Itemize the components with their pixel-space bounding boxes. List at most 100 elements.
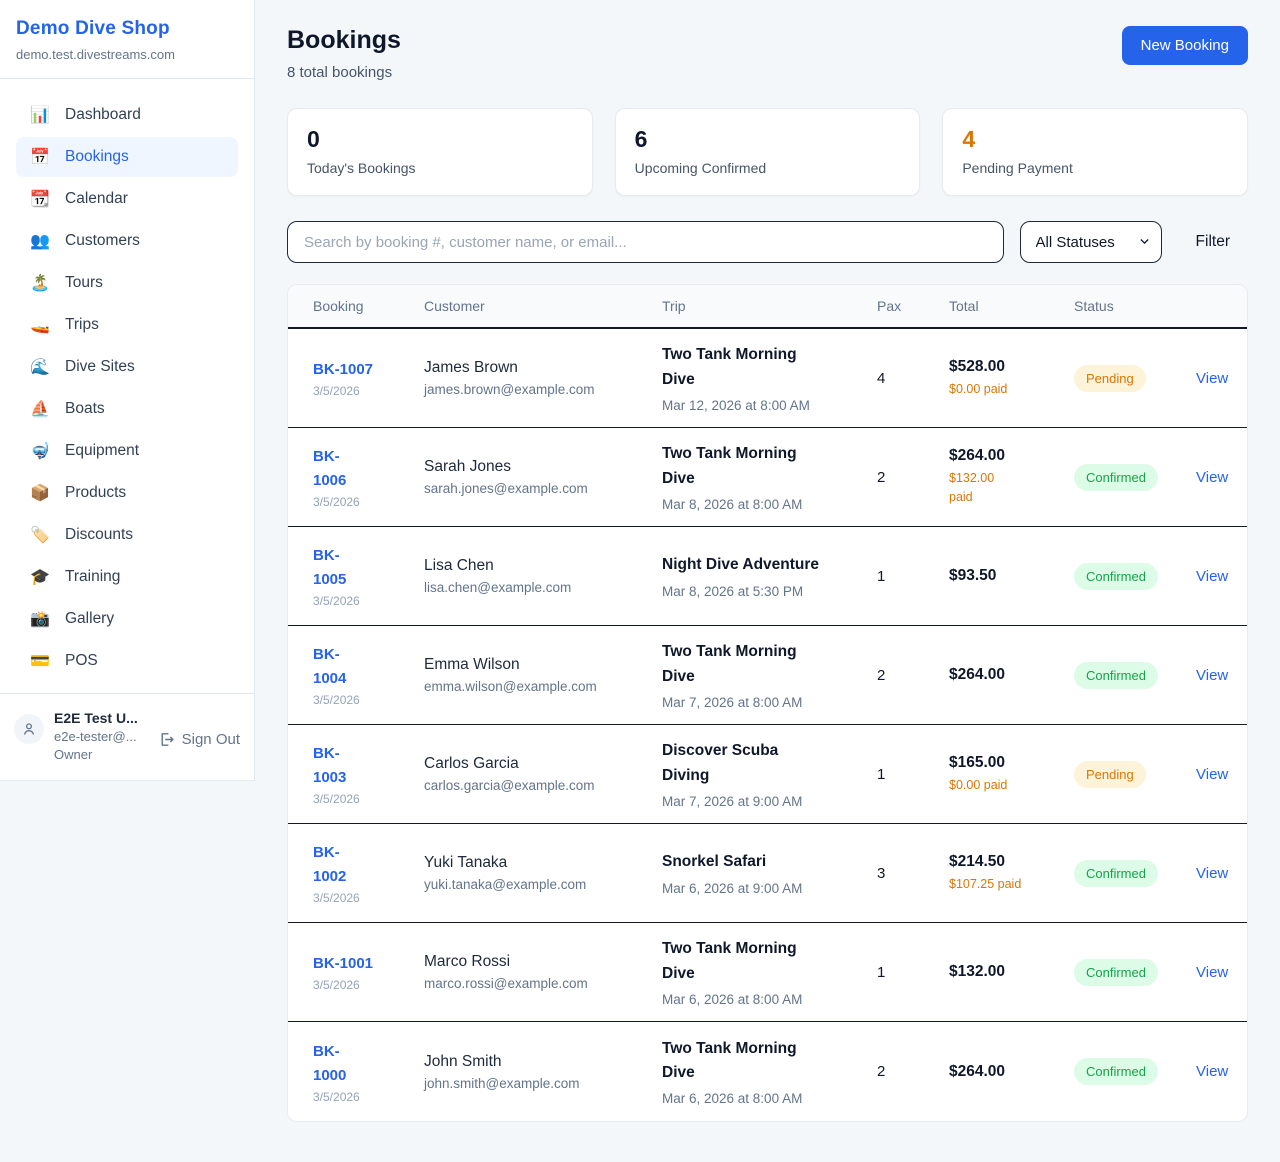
main-content: Bookings 8 total bookings New Booking 0 … bbox=[255, 0, 1280, 1122]
column-header-total: Total bbox=[949, 298, 979, 314]
sailboat-icon: ⛵ bbox=[30, 401, 50, 418]
table-row: BK- 1006 3/5/2026 Sarah Jones sarah.jone… bbox=[288, 428, 1247, 527]
paid-amount: $0.00 paid bbox=[949, 381, 1008, 396]
view-link[interactable]: View bbox=[1196, 1063, 1229, 1080]
status-badge: Pending bbox=[1074, 760, 1146, 788]
booking-date: 3/5/2026 bbox=[313, 792, 360, 806]
sidebar-item-dive-sites[interactable]: 🌊 Dive Sites bbox=[16, 347, 238, 387]
trip-name: Two Tank Morning Dive bbox=[662, 1039, 797, 1081]
sidebar-item-bookings[interactable]: 📅 Bookings bbox=[16, 137, 238, 177]
sidebar: Demo Dive Shop demo.test.divestreams.com… bbox=[0, 0, 255, 781]
calendar-icon: 📅 bbox=[30, 149, 50, 166]
sidebar-item-products[interactable]: 📦 Products bbox=[16, 473, 238, 513]
sidebar-item-equipment[interactable]: 🤿 Equipment bbox=[16, 431, 238, 471]
sidebar-item-label: Boats bbox=[65, 400, 105, 417]
booking-id-link[interactable]: BK- 1002 bbox=[313, 844, 347, 885]
view-link[interactable]: View bbox=[1196, 468, 1229, 486]
paid-amount: $0.00 paid bbox=[949, 777, 1008, 792]
booking-id-link[interactable]: BK- 1006 bbox=[313, 448, 347, 489]
sidebar-item-dashboard[interactable]: 📊 Dashboard bbox=[16, 95, 238, 135]
sidebar-item-trips[interactable]: 🚤 Trips bbox=[16, 305, 238, 345]
sidebar-item-gallery[interactable]: 📸 Gallery bbox=[16, 599, 238, 639]
search-input[interactable] bbox=[287, 221, 1004, 263]
brand-domain: demo.test.divestreams.com bbox=[16, 47, 175, 62]
speedboat-icon: 🚤 bbox=[30, 317, 50, 334]
booking-id-link[interactable]: BK- 1003 bbox=[313, 745, 347, 786]
sidebar-item-label: Dive Sites bbox=[65, 358, 135, 375]
customer-name: Emma Wilson bbox=[424, 656, 520, 673]
view-link[interactable]: View bbox=[1196, 666, 1229, 684]
pax-count: 2 bbox=[877, 468, 886, 486]
trip-datetime: Mar 8, 2026 at 8:00 AM bbox=[662, 496, 803, 512]
pax-count: 1 bbox=[877, 567, 886, 585]
camera-icon: 📸 bbox=[30, 611, 50, 628]
trip-datetime: Mar 8, 2026 at 5:30 PM bbox=[662, 583, 804, 599]
booking-id-link[interactable]: BK- 1004 bbox=[313, 646, 347, 687]
trip-datetime: Mar 6, 2026 at 8:00 AM bbox=[662, 991, 803, 1007]
view-link[interactable]: View bbox=[1196, 963, 1229, 981]
status-badge: Confirmed bbox=[1074, 463, 1158, 491]
table-row: BK- 1000 3/5/2026 John Smith john.smith@… bbox=[288, 1022, 1247, 1121]
customer-name: Sarah Jones bbox=[424, 458, 512, 475]
view-link[interactable]: View bbox=[1196, 765, 1229, 783]
status-filter-wrap: All Statuses bbox=[1019, 221, 1162, 263]
sidebar-item-label: Dashboard bbox=[65, 106, 141, 123]
trip-datetime: Mar 12, 2026 at 8:00 AM bbox=[662, 397, 810, 413]
sidebar-item-calendar[interactable]: 📆 Calendar bbox=[16, 179, 238, 219]
sidebar-item-tours[interactable]: 🏝️ Tours bbox=[16, 263, 238, 303]
page-subtitle: 8 total bookings bbox=[287, 64, 393, 81]
sidebar-item-pos[interactable]: 💳 POS bbox=[16, 641, 238, 681]
status-badge: Confirmed bbox=[1074, 661, 1158, 689]
view-link[interactable]: View bbox=[1196, 864, 1229, 882]
booking-id-link[interactable]: BK-1007 bbox=[313, 361, 374, 378]
stat-value: 4 bbox=[962, 126, 976, 152]
paid-amount: $132.00 paid bbox=[949, 471, 995, 504]
filter-button[interactable]: Filter bbox=[1178, 233, 1248, 251]
booking-id-link[interactable]: BK- 1000 bbox=[313, 1042, 347, 1084]
sidebar-user-section: E2E Test U... e2e-tester@... Owner Sign … bbox=[0, 693, 254, 780]
page-title: Bookings bbox=[287, 26, 401, 54]
total-amount: $264.00 bbox=[949, 447, 1006, 465]
avatar bbox=[14, 714, 44, 744]
tag-icon: 🏷️ bbox=[30, 527, 50, 544]
booking-date: 3/5/2026 bbox=[313, 978, 360, 992]
new-booking-button[interactable]: New Booking bbox=[1121, 26, 1248, 65]
sidebar-item-boats[interactable]: ⛵ Boats bbox=[16, 389, 238, 429]
table-header-row: Booking Customer Trip Pax Total Status bbox=[288, 285, 1247, 329]
sidebar-item-label: Tours bbox=[65, 274, 103, 291]
sign-out-button[interactable]: Sign Out bbox=[158, 731, 240, 748]
stat-label: Upcoming Confirmed bbox=[634, 160, 767, 176]
user-email: e2e-tester@... bbox=[54, 729, 137, 744]
sidebar-item-customers[interactable]: 👥 Customers bbox=[16, 221, 238, 261]
sidebar-item-training[interactable]: 🎓 Training bbox=[16, 557, 238, 597]
user-role: Owner bbox=[54, 747, 93, 762]
status-badge: Confirmed bbox=[1074, 958, 1158, 986]
sidebar-nav: 📊 Dashboard 📅 Bookings 📆 Calendar 👥 Cust… bbox=[0, 79, 254, 693]
status-badge: Confirmed bbox=[1074, 1058, 1158, 1085]
trip-name: Two Tank Morning Dive bbox=[662, 643, 797, 685]
pax-count: 1 bbox=[877, 765, 886, 783]
booking-date: 3/5/2026 bbox=[313, 384, 360, 398]
filter-row: All Statuses Filter bbox=[287, 221, 1248, 263]
bar-chart-icon: 📊 bbox=[30, 107, 50, 124]
view-link[interactable]: View bbox=[1196, 567, 1229, 585]
booking-id-link[interactable]: BK-1001 bbox=[313, 955, 374, 972]
pax-count: 2 bbox=[877, 666, 886, 684]
sidebar-item-label: Products bbox=[65, 484, 127, 501]
total-amount: $132.00 bbox=[949, 963, 1006, 980]
people-icon: 👥 bbox=[30, 233, 50, 250]
column-header-trip: Trip bbox=[662, 298, 686, 314]
trip-name: Two Tank Morning Dive bbox=[662, 940, 797, 982]
diving-mask-icon: 🤿 bbox=[30, 443, 50, 460]
booking-id-link[interactable]: BK- 1005 bbox=[313, 547, 347, 588]
status-filter-select[interactable]: All Statuses bbox=[1019, 221, 1162, 263]
bookings-table: Booking Customer Trip Pax Total Status B… bbox=[287, 284, 1248, 1122]
total-amount: $214.50 bbox=[949, 852, 1006, 870]
total-amount: $528.00 bbox=[949, 357, 1006, 375]
stat-card-pending-payment: 4 Pending Payment bbox=[942, 108, 1249, 196]
table-row: BK- 1005 3/5/2026 Lisa Chen lisa.chen@ex… bbox=[288, 527, 1247, 626]
customer-email: marco.rossi@example.com bbox=[424, 976, 588, 991]
view-link[interactable]: View bbox=[1196, 369, 1229, 387]
sidebar-item-discounts[interactable]: 🏷️ Discounts bbox=[16, 515, 238, 555]
island-icon: 🏝️ bbox=[30, 275, 50, 292]
